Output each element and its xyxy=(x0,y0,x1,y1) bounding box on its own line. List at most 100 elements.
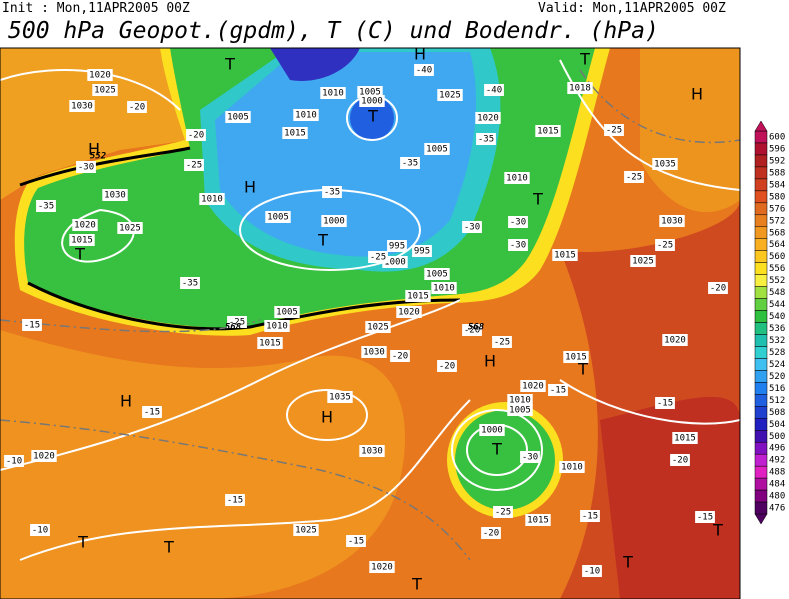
pressure-label-box xyxy=(199,193,225,205)
pressure-label: 1015 xyxy=(554,251,576,261)
colorbar-swatch xyxy=(754,130,768,144)
colorbar-tip xyxy=(754,513,768,525)
pressure-center: T xyxy=(579,50,590,69)
temperature-label: -25 xyxy=(626,173,642,183)
pressure-label-box xyxy=(659,215,685,227)
temperature-label: -20 xyxy=(464,326,480,336)
temperature-label: -20 xyxy=(439,362,455,372)
pressure-label: 1015 xyxy=(284,129,306,139)
pressure-label: 1015 xyxy=(407,292,429,302)
pressure-label: 1000 xyxy=(384,258,406,268)
pressure-label-box xyxy=(264,320,290,332)
colorbar-label: 524 xyxy=(769,360,785,370)
temperature-label: -15 xyxy=(697,513,713,523)
colorbar-label: 576 xyxy=(769,204,785,214)
temperature-label-box xyxy=(655,239,675,251)
temperature-label-box xyxy=(4,455,24,467)
temperature-label: -40 xyxy=(486,86,502,96)
colorbar-label: 552 xyxy=(769,276,785,286)
pressure-label: 1020 xyxy=(664,336,686,346)
temperature-label: -15 xyxy=(348,537,364,547)
temperature-label: -30 xyxy=(510,218,526,228)
pressure-center: T xyxy=(224,55,235,74)
title: 500 hPa Geopot.(gpdm), T (C) und Bodendr… xyxy=(8,18,659,44)
temperature-label-box xyxy=(22,319,42,331)
colorbar-label: 504 xyxy=(769,420,785,430)
colorbar-label: 508 xyxy=(769,408,785,418)
colorbar-label: 556 xyxy=(769,264,785,274)
pressure-label: 1025 xyxy=(119,224,141,234)
temperature-label: -25 xyxy=(186,161,202,171)
colorbar-label: 480 xyxy=(769,492,785,502)
temperature-label-box xyxy=(127,101,147,113)
temperature-label: -20 xyxy=(672,456,688,466)
pressure-label: 1020 xyxy=(477,114,499,124)
colorbar-swatch xyxy=(754,274,768,287)
pressure-label: 1010 xyxy=(509,396,531,406)
temperature-label-box xyxy=(76,161,96,173)
pressure-label-box xyxy=(424,268,450,280)
pressure-label: 1010 xyxy=(561,463,583,473)
pressure-label: 1030 xyxy=(71,102,93,112)
temperature-label-box xyxy=(180,277,200,289)
pressure-label-box xyxy=(321,215,347,227)
temperature-label-box xyxy=(322,186,342,198)
pressure-label: 1015 xyxy=(527,516,549,526)
temperature-label: -10 xyxy=(584,567,600,577)
temperature-label: -20 xyxy=(188,131,204,141)
colorbar-swatch xyxy=(754,190,768,204)
colorbar-label: 500 xyxy=(769,432,785,442)
pressure-label-box xyxy=(630,255,656,267)
pressure-label-box xyxy=(320,87,346,99)
temperature-label: -25 xyxy=(370,253,386,263)
colorbar-swatch xyxy=(754,262,768,275)
colorbar-swatch xyxy=(754,322,768,335)
pressure-label-box xyxy=(525,514,551,526)
temperature-label-box xyxy=(548,384,568,396)
pressure-label: 1005 xyxy=(426,145,448,155)
temperature-label-box xyxy=(346,535,366,547)
pressure-label: 1015 xyxy=(674,434,696,444)
pressure-center: T xyxy=(712,521,723,540)
pressure-center: T xyxy=(317,231,328,250)
pressure-label-box xyxy=(652,158,678,170)
pressure-label: 1030 xyxy=(361,447,383,457)
temperature-label-box xyxy=(493,506,513,518)
temperature-label: -25 xyxy=(494,338,510,348)
temperature-label-box xyxy=(484,84,504,96)
pressure-label-box xyxy=(431,282,457,294)
pressure-label-box xyxy=(567,82,593,94)
pressure-label-box xyxy=(387,240,407,252)
temperature-label: -20 xyxy=(710,284,726,294)
pressure-center: T xyxy=(367,107,378,126)
temperature-label: -20 xyxy=(483,529,499,539)
pressure-label: 1030 xyxy=(104,191,126,201)
temperature-label: -20 xyxy=(392,352,408,362)
temperature-label: -35 xyxy=(38,202,54,212)
pressure-label-box xyxy=(504,172,530,184)
pressure-label: 1020 xyxy=(74,221,96,231)
pressure-label: 1020 xyxy=(522,382,544,392)
pressure-label-box xyxy=(507,404,533,416)
init-time: Init : Mon,11APR2005 00Z xyxy=(2,1,190,16)
pressure-label: 1020 xyxy=(371,563,393,573)
pressure-label-box xyxy=(282,127,308,139)
pressure-label-box xyxy=(479,424,505,436)
pressure-label: 1010 xyxy=(201,195,223,205)
pressure-label-box xyxy=(72,219,98,231)
temperature-label-box xyxy=(580,510,600,522)
temperature-label-box xyxy=(414,64,434,76)
pressure-label: 1005 xyxy=(359,88,381,98)
temperature-label-box xyxy=(400,157,420,169)
pressure-center: T xyxy=(491,440,502,459)
colorbar-label: 532 xyxy=(769,336,785,346)
pressure-label: 1030 xyxy=(661,217,683,227)
colorbar-label: 584 xyxy=(769,180,785,190)
colorbar-label: 540 xyxy=(769,312,785,322)
pressure-label: 995 xyxy=(414,247,430,257)
colorbar-swatch xyxy=(754,358,768,371)
pressure-label: 995 xyxy=(389,242,405,252)
temperature-label-box xyxy=(225,494,245,506)
temperature-label: -20 xyxy=(129,103,145,113)
